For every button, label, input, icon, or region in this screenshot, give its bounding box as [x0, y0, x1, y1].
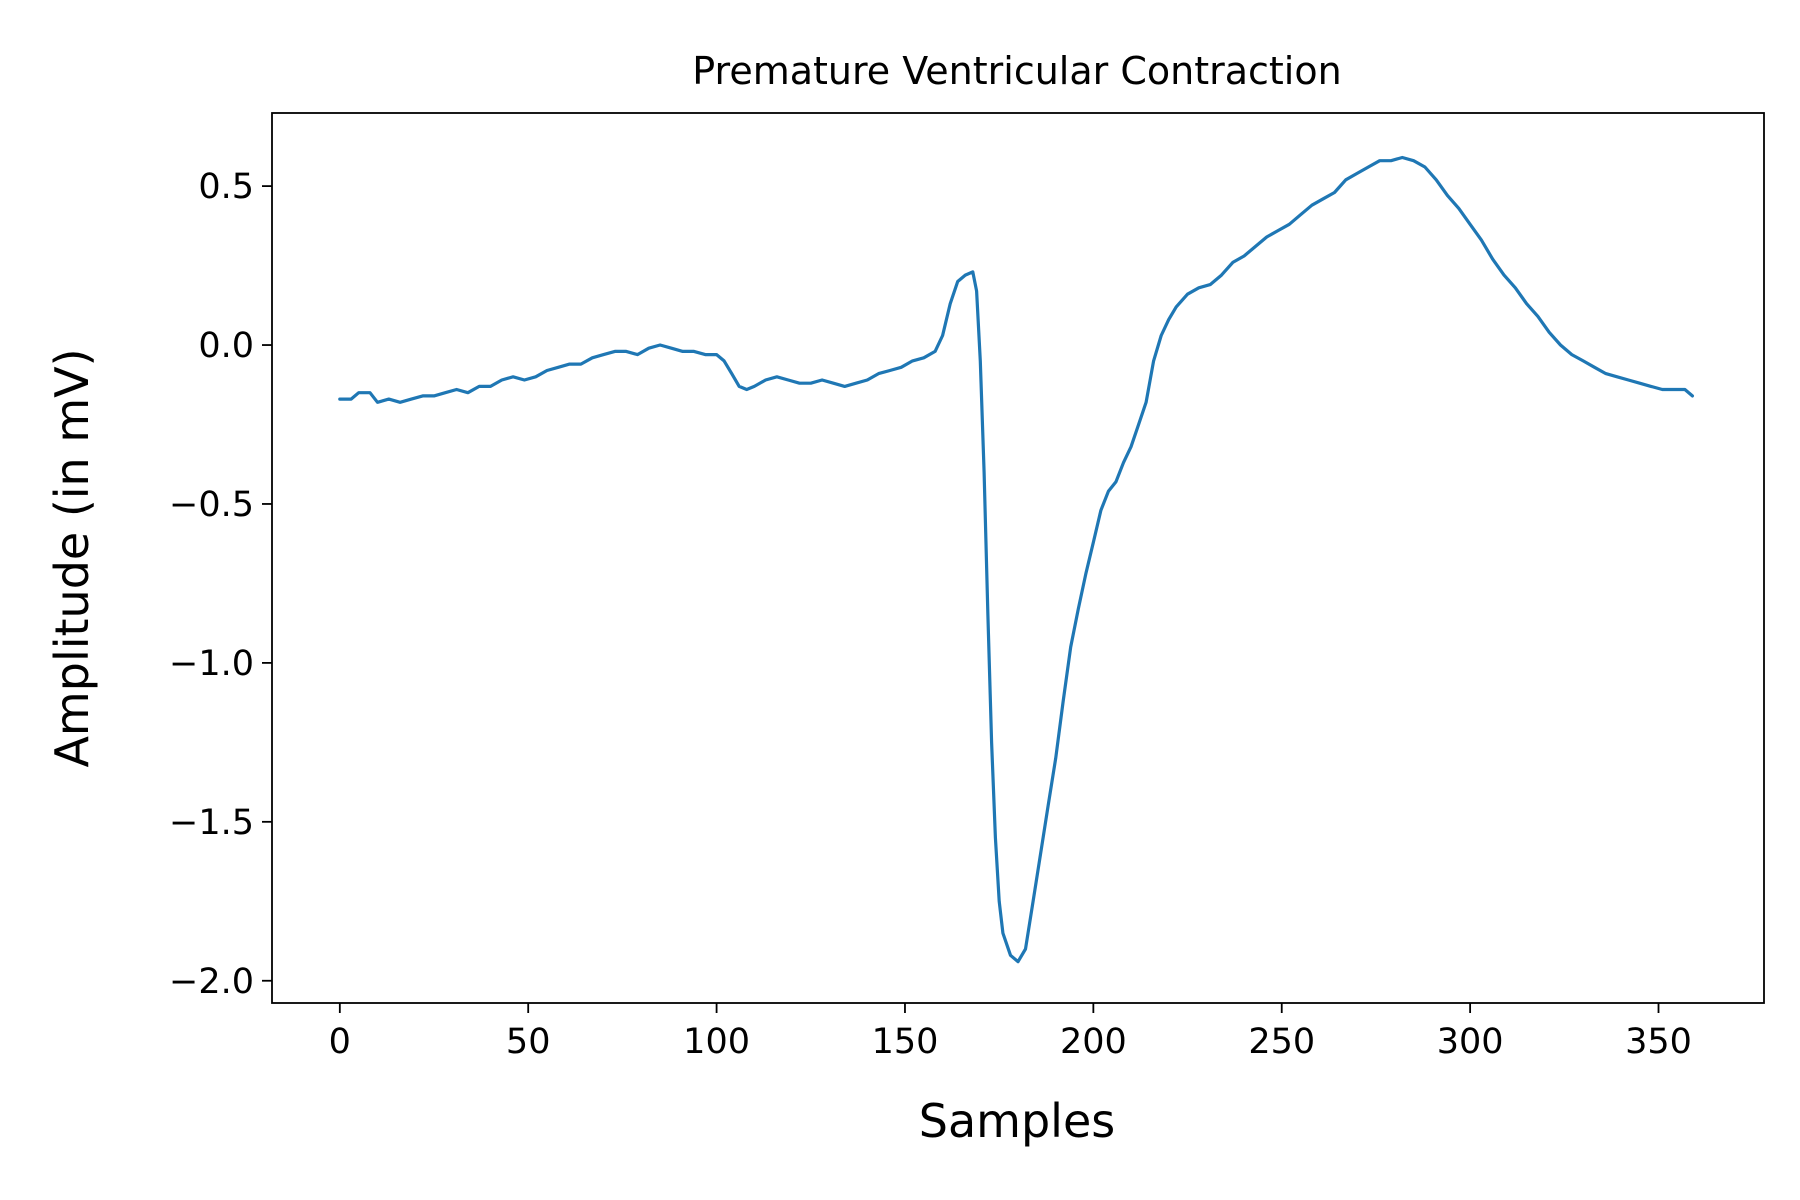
y-tick-label: 0.0 — [198, 326, 254, 366]
x-tick-label: 0 — [329, 1022, 351, 1062]
x-axis-ticks: 0 50 100 150 200 250 300 350 — [329, 1003, 1692, 1062]
y-axis-ticks: 0.5 0.0 −0.5 −1.0 −1.5 −2.0 — [169, 167, 272, 1002]
x-axis-label: Samples — [919, 1094, 1115, 1148]
plot-area-frame — [271, 112, 1765, 1004]
y-tick-label: −1.5 — [169, 803, 254, 843]
x-tick-label: 300 — [1437, 1022, 1504, 1062]
x-tick-label: 150 — [872, 1022, 939, 1062]
ecg-series-line — [338, 155, 1694, 964]
y-tick-label: 0.5 — [198, 167, 254, 207]
x-tick-label: 50 — [506, 1022, 551, 1062]
x-tick-label: 350 — [1625, 1022, 1692, 1062]
y-axis-label: Amplitude (in mV) — [45, 348, 99, 767]
y-tick-label: −0.5 — [169, 485, 254, 525]
x-tick-label: 200 — [1060, 1022, 1127, 1062]
y-tick-label: −2.0 — [169, 962, 254, 1002]
x-tick-label: 100 — [683, 1022, 750, 1062]
y-tick-label: −1.0 — [169, 644, 254, 684]
x-tick-label: 250 — [1248, 1022, 1315, 1062]
chart-title: Premature Ventricular Contraction — [692, 49, 1341, 93]
